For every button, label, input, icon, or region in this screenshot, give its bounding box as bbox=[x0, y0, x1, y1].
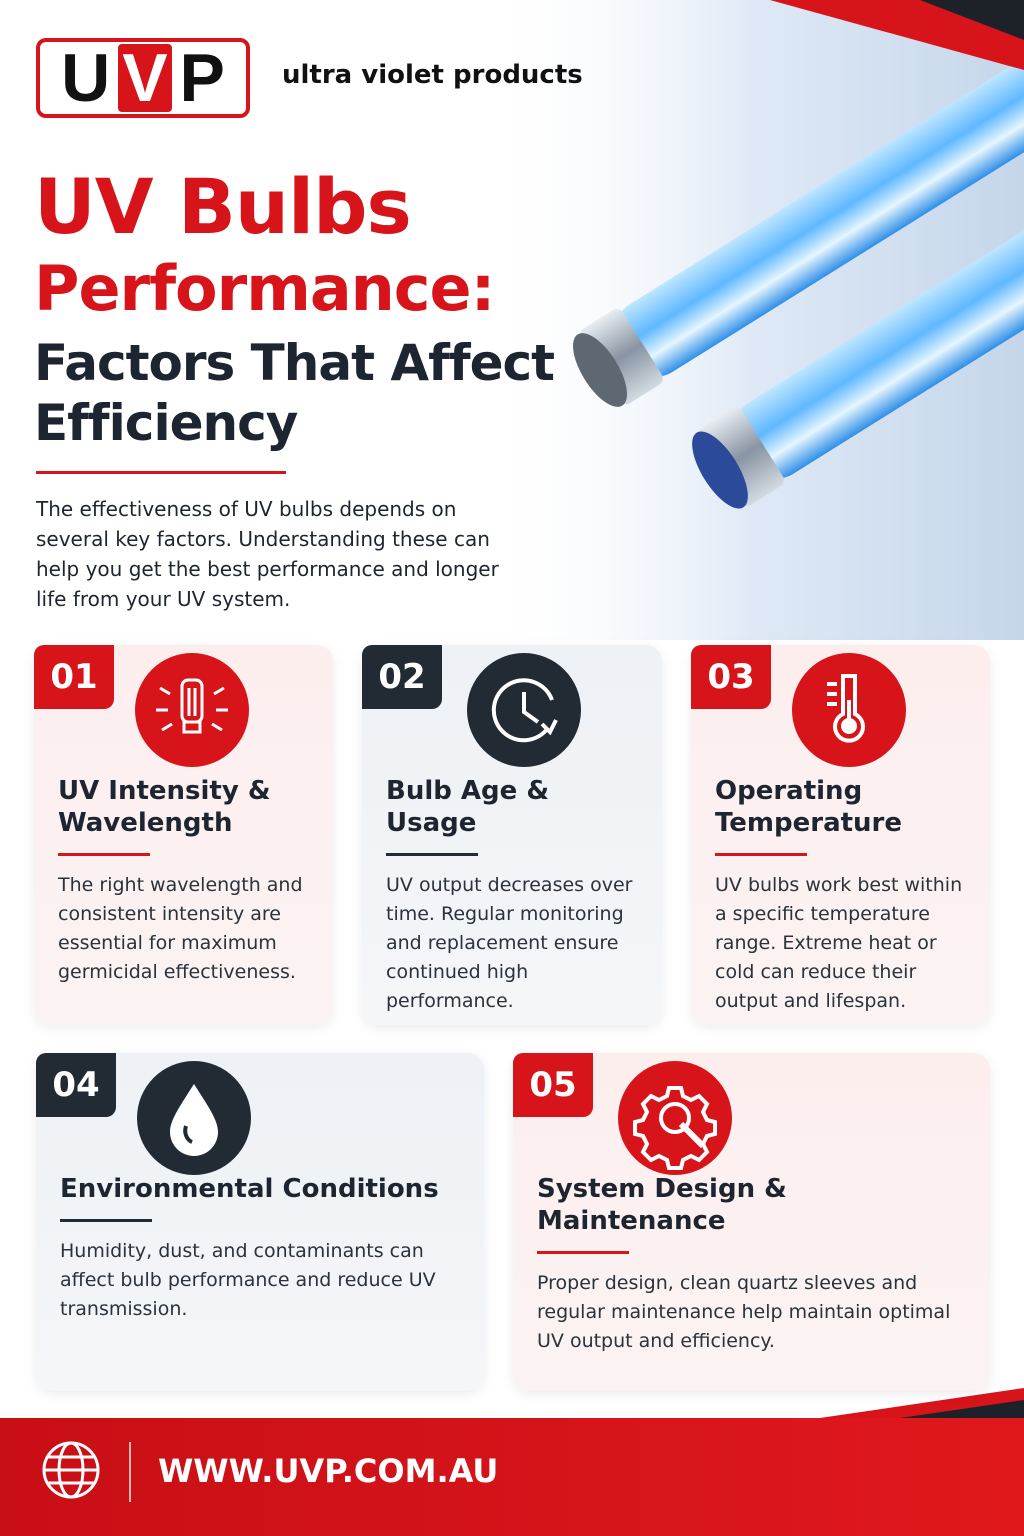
subtitle: Factors That Affect bbox=[34, 334, 555, 392]
card-icon bbox=[792, 653, 906, 767]
icon-part bbox=[678, 1121, 706, 1149]
corner-red bbox=[770, 0, 1024, 70]
icon-part bbox=[633, 1086, 717, 1170]
icon-part bbox=[833, 674, 865, 743]
title: UV Bulbs bbox=[34, 162, 412, 251]
icon-part bbox=[698, 407, 784, 506]
icon-part bbox=[579, 309, 663, 405]
icon-part bbox=[522, 692, 540, 724]
card-number: 05 bbox=[513, 1053, 593, 1117]
divider bbox=[36, 471, 286, 474]
card-divider bbox=[386, 853, 478, 856]
footer-icons bbox=[42, 1441, 131, 1502]
icon-part bbox=[734, 154, 1024, 479]
icon-part bbox=[618, 1061, 732, 1175]
factor-card: 03 Operating Temperature UV bulbs work bes… bbox=[691, 645, 990, 1025]
icon-part bbox=[156, 678, 228, 734]
card-text: UV output decreases over time. Regular m… bbox=[386, 874, 633, 1012]
icon-part bbox=[573, 333, 627, 407]
icon-part bbox=[135, 653, 249, 767]
globe-icon bbox=[42, 1441, 100, 1499]
card-divider bbox=[715, 853, 807, 856]
card-title: System Design & Maintenance bbox=[537, 1174, 787, 1236]
icon-part bbox=[211, 722, 223, 732]
card-divider bbox=[537, 1251, 629, 1254]
icon-part bbox=[540, 719, 558, 736]
subtitle: Efficiency bbox=[34, 394, 298, 452]
logo: U V P bbox=[36, 38, 250, 118]
corner-dark bbox=[920, 0, 1024, 40]
uv-tube bbox=[573, 34, 1024, 407]
icon-part bbox=[183, 1125, 193, 1144]
icon-part bbox=[827, 674, 865, 743]
factor-card: 02 Bulb Age & Usage UV output decreases ov… bbox=[362, 645, 662, 1025]
icon-part bbox=[491, 678, 554, 743]
card-title: Operating Temperature bbox=[715, 776, 903, 838]
card-title: Bulb Age & Usage bbox=[386, 776, 549, 838]
icon-part bbox=[827, 674, 865, 743]
icon-part bbox=[633, 1086, 717, 1170]
card-icon bbox=[618, 1061, 732, 1175]
card-number: 01 bbox=[34, 645, 114, 709]
icon-part bbox=[161, 722, 173, 732]
icon-part bbox=[156, 678, 228, 734]
card-number: 04 bbox=[36, 1053, 116, 1117]
icon-part bbox=[170, 1084, 218, 1156]
factor-card: 05 System Design & Maintenance Proper desi… bbox=[513, 1053, 990, 1391]
icon-part bbox=[170, 1084, 218, 1156]
logo-letter: U bbox=[61, 40, 111, 116]
icon-part bbox=[615, 34, 1024, 377]
icon-part bbox=[659, 1102, 691, 1134]
card-title: Environmental Conditions bbox=[60, 1174, 439, 1204]
icon-part bbox=[491, 678, 558, 743]
icon-part bbox=[159, 686, 171, 696]
logo-letter: P bbox=[179, 40, 225, 116]
card-text: UV bulbs work best within a specific tem… bbox=[715, 874, 963, 1012]
factor-card: 01 UV Intensity & Wavelength The right wav… bbox=[34, 645, 333, 1025]
card-number: 03 bbox=[691, 645, 771, 709]
card-icon bbox=[137, 1061, 251, 1175]
icon-part bbox=[491, 678, 558, 743]
icon-part bbox=[633, 1086, 717, 1170]
uv-tube bbox=[692, 154, 1024, 509]
tagline: ultra violet products bbox=[282, 60, 583, 90]
logo-letter: V bbox=[118, 44, 172, 112]
icon-part bbox=[182, 720, 202, 734]
card-text: Humidity, dust, and contaminants can aff… bbox=[60, 1240, 436, 1320]
card-text: The right wavelength and consistent inte… bbox=[58, 874, 303, 983]
card-title: UV Intensity & Wavelength bbox=[58, 776, 271, 838]
icon-part bbox=[213, 686, 225, 696]
card-divider bbox=[60, 1219, 152, 1222]
icon-part bbox=[692, 431, 748, 509]
card-divider bbox=[58, 853, 150, 856]
footer bbox=[0, 1418, 1024, 1536]
factor-card: 04 Environmental Conditions Humidity, dust… bbox=[36, 1053, 484, 1391]
card-icon bbox=[467, 653, 581, 767]
icon-part bbox=[170, 1084, 218, 1156]
title: Performance: bbox=[34, 252, 495, 325]
card-number: 02 bbox=[362, 645, 442, 709]
card-text: Proper design, clean quartz sleeves and … bbox=[537, 1272, 951, 1352]
intro-text: The effectiveness of UV bulbs depends on… bbox=[36, 497, 499, 611]
card-icon bbox=[135, 653, 249, 767]
website: WWW.UVP.COM.AU bbox=[158, 1452, 499, 1490]
